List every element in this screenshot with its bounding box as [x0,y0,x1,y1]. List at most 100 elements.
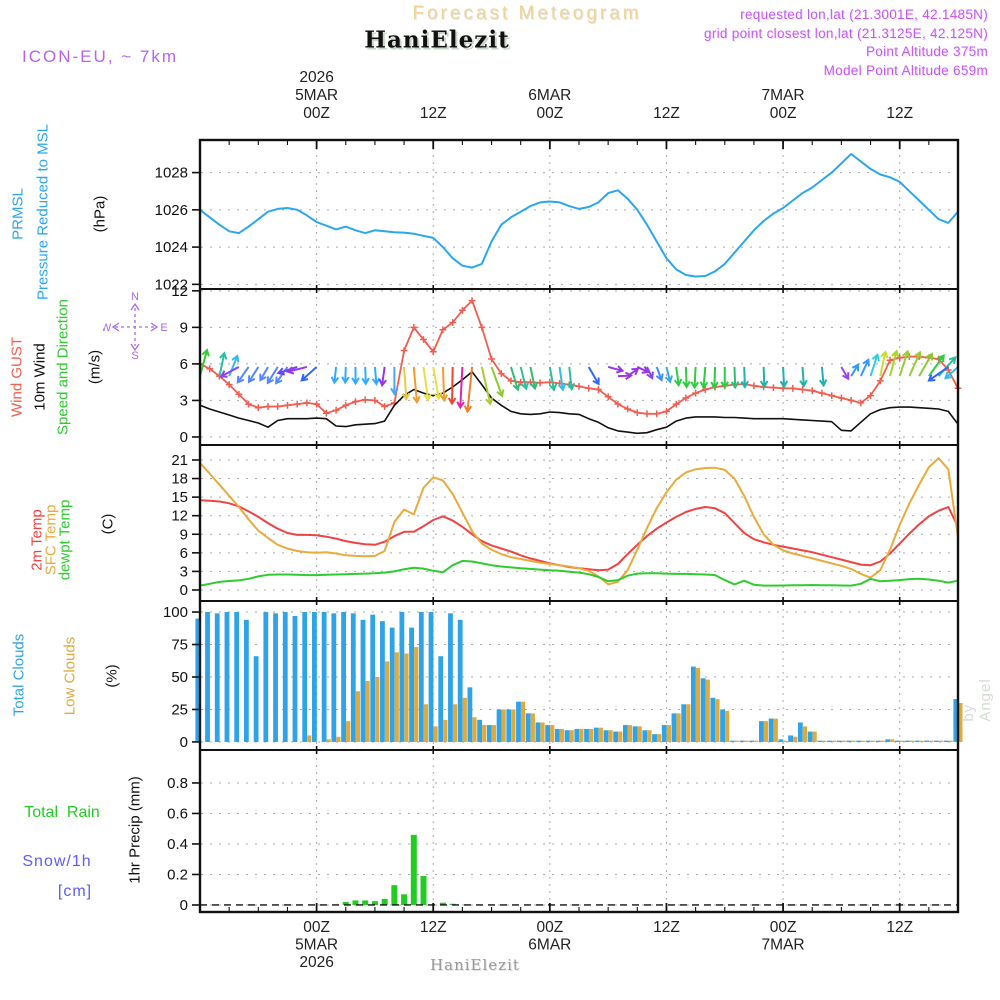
low_clouds_pct-bar [763,721,769,742]
total_clouds_pct-bar [253,656,259,742]
low_clouds_pct-bar [715,699,720,742]
total_clouds_pct-bar [710,697,716,742]
low_clouds_pct-bar [627,725,633,742]
prmsl_hpa-line [199,153,959,278]
y-tick-label-clouds-50: 50 [171,669,188,686]
total_clouds_pct-bar [885,739,891,742]
low_clouds_pct-bar [831,740,837,742]
grid-point-coords: grid point closest lon,lat (21.3125E, 42… [704,25,988,41]
label-wind-10m: 10m Wind [31,343,49,411]
wind_10m_ms-line [199,370,959,435]
y-tick-label-pressure-1026: 1026 [155,202,188,219]
precip_1hr_mm-bar [391,885,398,905]
wind-arrow-shaft [840,366,850,380]
wind-arrow-head-icon [219,370,228,378]
time-label-bottom: 00Z [303,919,330,936]
sfc_temp_c-line [199,457,959,586]
wind-arrow-head-icon [616,365,625,374]
total_clouds_pct-bar [273,613,278,742]
wind-arrow-head-icon [880,350,889,359]
total_clouds_pct-bar [467,687,473,742]
low_clouds_pct-bar [725,710,730,742]
wind-arrow-head-icon [512,382,521,392]
wind-arrow-head-icon [720,381,729,390]
wind-arrow-head-icon [655,373,664,382]
total_clouds_pct-bar [827,740,832,742]
total_clouds_pct-bar [788,735,793,742]
wind-arrow-shaft [381,366,386,386]
total_clouds_pct-bar [224,612,230,742]
low_clouds_pct-bar [482,725,487,742]
wind-arrow-head-icon [902,349,911,358]
y-tick-label-temp-3: 3 [180,563,188,580]
wind-arrow-shaft [762,366,766,387]
wind-arrow-shaft [733,366,737,388]
time-label-bottom: 00Z [770,919,797,936]
wind-arrow-head-icon [456,401,465,410]
total_clouds_pct-bar [895,740,900,742]
wind-arrow-shaft [850,364,859,377]
low_clouds_pct-bar [336,736,341,742]
total_clouds_pct-bar [749,740,755,742]
low_clouds_pct-bar [462,697,467,742]
total_clouds_pct-bar [234,612,240,742]
time-label-top: 12Z [420,105,447,122]
low_clouds_pct-bar [861,740,866,742]
total_clouds_pct-bar [516,701,521,742]
y-tick-label-temp-12: 12 [171,508,188,525]
y-tick-label-wind-12: 12 [171,283,188,300]
wind-arrow-head-icon [330,376,340,385]
total_clouds_pct-bar [535,722,541,742]
wind-arrow-shaft [918,353,933,377]
low_clouds_pct-bar [375,676,380,742]
wind-arrow-head-icon [624,371,634,381]
total_clouds_pct-bar [457,619,463,742]
y-tick-label-temp-18: 18 [171,471,188,488]
wind-arrow-head-icon [463,405,473,414]
wind-arrow-head-icon [851,363,860,372]
precip_1hr_mm-bar [420,876,427,905]
low_clouds_pct-bar [540,722,545,742]
low_clouds_pct-bar [909,740,914,742]
wind-arrow-head-icon [485,397,494,406]
low_clouds_pct-bar [686,704,691,742]
total_clouds_pct-bar [282,612,288,742]
wind-arrow-shaft [889,351,898,377]
low_clouds_pct-bar [822,740,827,742]
wind-arrow-shaft [218,353,226,377]
low_clouds_pct-bar [423,704,429,742]
wind-arrow-head-icon [871,352,880,362]
total_clouds_pct-bar [671,713,677,742]
total_clouds_pct-bar [768,718,774,742]
wind-arrow-head-icon [520,382,529,391]
watermark-title: Forecast Meteogram [412,3,642,24]
time-label-top: 5MAR [295,87,338,104]
total_clouds_pct-bar [205,612,210,742]
requested-coords: requested lon,lat (21.3001E, 42.1485N) [740,7,988,22]
precip_1hr_mm-bar [439,902,446,905]
compass-up-arrow-icon [130,302,140,311]
total_clouds_pct-bar [195,618,201,742]
y-tick-label-precip-0.4: 0.4 [167,836,188,853]
y-tick-label-wind-9: 9 [180,319,188,336]
wind-arrow-shaft [693,366,697,388]
wind-arrow-head-icon [378,378,387,388]
wind-arrow-shaft [702,366,707,388]
wind-arrow-head-icon [779,380,789,389]
wind-arrow-shaft [713,366,717,388]
total_clouds_pct-bar [438,656,444,742]
precip_1hr_mm-bar [371,901,378,905]
time-label-bottom: 12Z [653,919,680,936]
total_clouds_pct-bar [243,619,249,742]
low_clouds_pct-bar [958,702,963,742]
total_clouds_pct-bar [418,612,424,742]
wind-arrow-shaft [879,351,887,377]
low_clouds_pct-bar [550,725,555,742]
wind-arrow-head-icon [690,381,700,390]
wind-arrow-head-icon [433,392,443,401]
y-tick-label-precip-0.2: 0.2 [167,866,188,883]
y-tick-label-clouds-0: 0 [180,734,188,751]
wind-arrow-head-icon [401,392,411,401]
label-precip-axis: 1hr Precip (mm) [126,776,144,884]
total_clouds_pct-bar [652,734,657,742]
